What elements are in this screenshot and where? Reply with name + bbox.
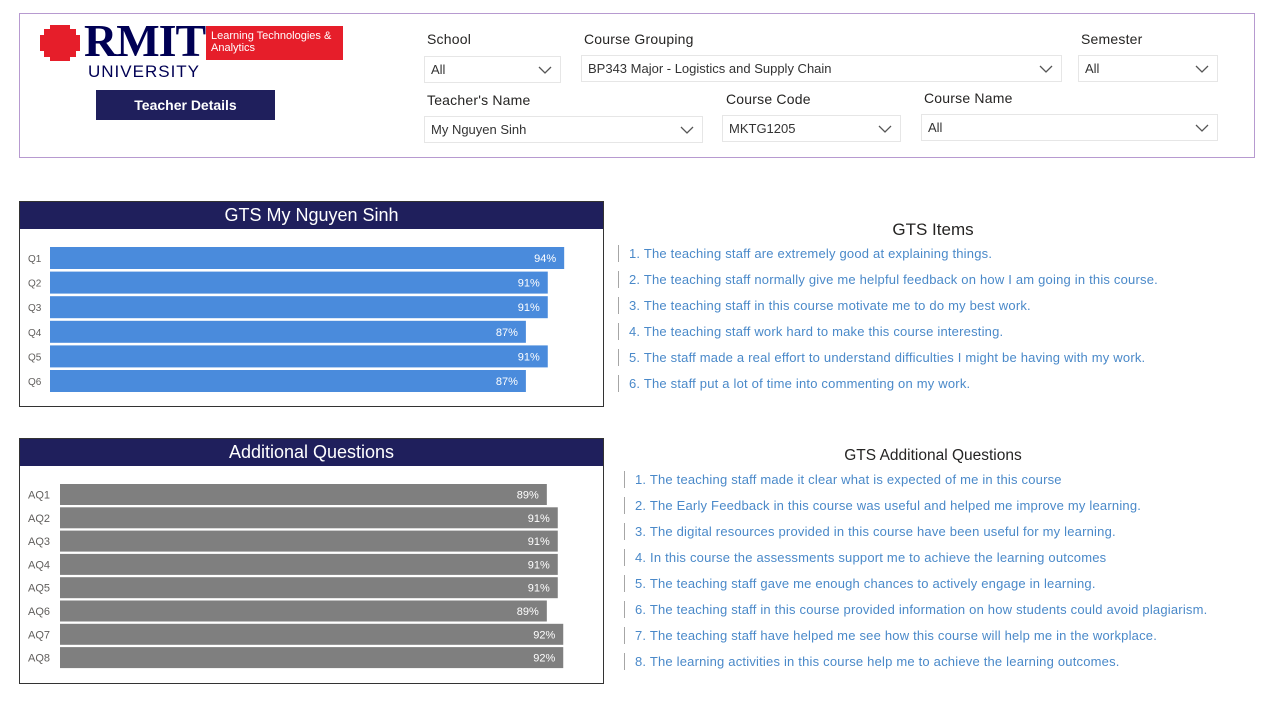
- learning-technologies-tag: Learning Technologies & Analytics: [206, 26, 343, 60]
- additional-data-label: 92%: [533, 653, 555, 665]
- gts-item-6: 6. The staff put a lot of time into comm…: [618, 375, 1258, 402]
- course-code-dropdown[interactable]: MKTG1205: [722, 115, 901, 142]
- gts-additional-item-5: 5. The teaching staff gave me enough cha…: [624, 575, 1264, 602]
- gts-item-3: 3. The teaching staff in this course mot…: [618, 297, 1258, 324]
- course-grouping-dropdown[interactable]: BP343 Major - Logistics and Supply Chain: [581, 55, 1062, 82]
- teacher-details-button[interactable]: Teacher Details: [96, 90, 275, 120]
- rmit-university-label: UNIVERSITY: [88, 62, 201, 81]
- chevron-down-icon: [1195, 124, 1209, 132]
- gts-item-1: 1. The teaching staff are extremely good…: [618, 245, 1258, 272]
- gts-bar[interactable]: [50, 370, 526, 392]
- gts-additional-title: GTS Additional Questions: [844, 447, 1022, 464]
- gts-items-title: GTS Items: [892, 220, 974, 239]
- gts-bar[interactable]: [50, 271, 548, 294]
- additional-bar[interactable]: [60, 647, 564, 669]
- gts-data-label: 94%: [534, 253, 556, 265]
- gts-data-label: 91%: [518, 278, 540, 290]
- chevron-down-icon: [1039, 65, 1053, 73]
- teacher-name-value: My Nguyen Sinh: [431, 122, 527, 137]
- gts-category-label: Q1: [28, 254, 42, 265]
- course-name-dropdown[interactable]: All: [921, 114, 1218, 141]
- additional-chart-card: Additional Questions AQ1 89% AQ2 91% AQ3 91% A…: [19, 438, 604, 684]
- gts-additional-item-4: 4. In this course the assessments suppor…: [624, 549, 1264, 576]
- school-value: All: [431, 62, 446, 77]
- gts-data-label: 91%: [518, 351, 540, 363]
- additional-bar[interactable]: [60, 577, 558, 599]
- gts-data-label: 91%: [518, 302, 540, 314]
- course-name-label: Course Name: [924, 90, 1013, 106]
- additional-bar[interactable]: [60, 507, 558, 529]
- gts-additional-item-7: 7. The teaching staff have helped me see…: [624, 627, 1264, 654]
- course-code-value: MKTG1205: [729, 121, 796, 136]
- gts-additional-item-6: 6. The teaching staff in this course pro…: [624, 601, 1264, 628]
- rmit-logo: RMIT UNIVERSITY Learning Technologies & …: [40, 18, 350, 84]
- semester-label: Semester: [1081, 31, 1143, 47]
- additional-data-label: 91%: [528, 559, 550, 571]
- gts-item-5: 5. The staff made a real effort to under…: [618, 349, 1258, 376]
- additional-bar-chart: AQ1 89% AQ2 91% AQ3 91% AQ4 91% AQ5 91% AQ6 89% AQ7 9…: [28, 484, 564, 669]
- additional-bar[interactable]: [60, 553, 558, 575]
- rmit-wordmark: RMIT: [84, 15, 206, 66]
- additional-bar[interactable]: [60, 600, 547, 622]
- gts-category-label: Q6: [28, 377, 42, 388]
- gts-chart-card: GTS My Nguyen Sinh Q1 94% Q2 91% Q3 91% Q4 87% Q…: [19, 201, 604, 407]
- additional-data-label: 91%: [528, 513, 550, 525]
- additional-data-label: 89%: [517, 490, 539, 502]
- gts-data-label: 87%: [496, 376, 518, 388]
- additional-bar[interactable]: [60, 530, 558, 552]
- gts-bar-chart: Q1 94% Q2 91% Q3 91% Q4 87% Q5 91% Q6 87%: [28, 247, 565, 392]
- gts-item-2: 2. The teaching staff normally give me h…: [618, 271, 1258, 298]
- gts-category-label: Q2: [28, 279, 42, 290]
- semester-dropdown[interactable]: All: [1078, 55, 1218, 82]
- additional-category-label: AQ6: [28, 606, 50, 618]
- course-grouping-label: Course Grouping: [584, 31, 694, 47]
- gts-bar[interactable]: [50, 345, 548, 368]
- additional-category-label: AQ5: [28, 583, 50, 595]
- course-grouping-value: BP343 Major - Logistics and Supply Chain: [588, 61, 832, 76]
- course-name-value: All: [928, 120, 943, 135]
- gts-item-4: 4. The teaching staff work hard to make …: [618, 323, 1258, 350]
- gts-bar[interactable]: [50, 247, 565, 269]
- chevron-down-icon: [538, 66, 552, 74]
- gts-data-label: 87%: [496, 327, 518, 339]
- additional-data-label: 92%: [533, 629, 555, 641]
- additional-category-label: AQ2: [28, 513, 50, 525]
- gts-bar[interactable]: [50, 320, 526, 343]
- school-label: School: [427, 31, 472, 47]
- additional-category-label: AQ7: [28, 629, 50, 641]
- additional-data-label: 89%: [517, 606, 539, 618]
- rmit-pixel-icon: [40, 25, 80, 61]
- gts-additional-item-2: 2. The Early Feedback in this course was…: [624, 497, 1264, 524]
- gts-additional-item-3: 3. The digital resources provided in thi…: [624, 523, 1264, 550]
- teacher-name-dropdown[interactable]: My Nguyen Sinh: [424, 116, 703, 143]
- gts-category-label: Q4: [28, 328, 42, 339]
- chevron-down-icon: [1195, 65, 1209, 73]
- gts-bar[interactable]: [50, 296, 548, 319]
- course-code-label: Course Code: [726, 91, 811, 107]
- additional-chart-title: Additional Questions: [20, 439, 603, 466]
- school-dropdown[interactable]: All: [424, 56, 561, 83]
- gts-additional-item-8: 8. The learning activities in this cours…: [624, 653, 1264, 680]
- semester-value: All: [1085, 61, 1100, 76]
- gts-chart-title: GTS My Nguyen Sinh: [20, 202, 603, 229]
- gts-additional-item-1: 1. The teaching staff made it clear what…: [624, 471, 1264, 498]
- additional-bar[interactable]: [60, 623, 564, 645]
- gts-items-list: 1. The teaching staff are extremely good…: [618, 245, 1258, 402]
- additional-bar[interactable]: [60, 484, 547, 505]
- additional-category-label: AQ8: [28, 653, 50, 665]
- gts-additional-list: 1. The teaching staff made it clear what…: [624, 471, 1264, 680]
- gts-category-label: Q3: [28, 303, 42, 314]
- gts-category-label: Q5: [28, 352, 42, 363]
- teacher-name-label: Teacher's Name: [427, 92, 531, 108]
- chevron-down-icon: [878, 125, 892, 133]
- chevron-down-icon: [680, 126, 694, 134]
- additional-category-label: AQ4: [28, 559, 50, 571]
- additional-data-label: 91%: [528, 583, 550, 595]
- additional-category-label: AQ1: [28, 490, 50, 502]
- additional-category-label: AQ3: [28, 536, 50, 548]
- additional-data-label: 91%: [528, 536, 550, 548]
